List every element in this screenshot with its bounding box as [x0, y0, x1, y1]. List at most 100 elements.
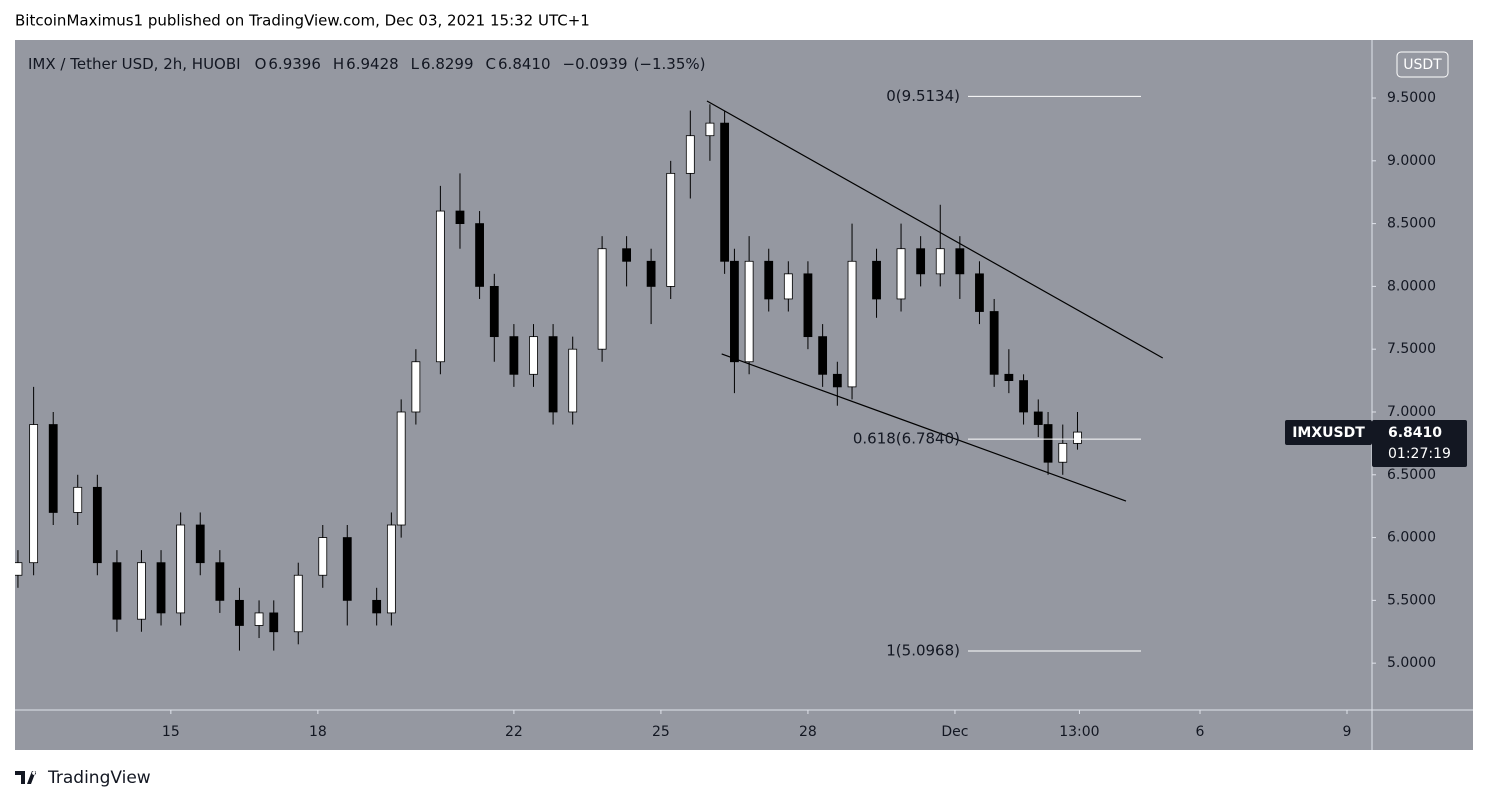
brand-name: TradingView	[47, 768, 151, 788]
legend-change: −0.0939	[563, 55, 628, 73]
fib-label: 0.618(6.7840)	[853, 430, 960, 448]
candle-body	[48, 424, 58, 513]
candle-body	[1043, 424, 1053, 463]
candle-body	[646, 260, 656, 287]
candle-body	[764, 260, 774, 300]
candle-body	[975, 273, 984, 312]
candle-body	[744, 260, 754, 363]
candle-body	[597, 248, 607, 350]
candle-body	[730, 260, 739, 363]
symbol-tag	[1285, 419, 1372, 445]
candle-body	[293, 574, 303, 633]
candle-body	[955, 248, 965, 275]
candle-body	[318, 537, 328, 576]
legend-key: O	[255, 55, 267, 73]
y-tick-label: 6.0000	[1387, 530, 1436, 546]
candle-body	[666, 172, 676, 287]
candle-body	[489, 285, 499, 338]
candle-body	[1033, 411, 1043, 425]
trendline	[721, 353, 1127, 502]
publish-header: BitcoinMaximus1 published on TradingView…	[15, 12, 590, 30]
legend: IMX / Tether USD, 2h, HUOBI O 6.9396 H 6.942…	[28, 55, 706, 73]
y-tick-label: 9.0000	[1387, 153, 1436, 169]
trendline	[706, 100, 1164, 359]
candle-body	[156, 562, 166, 614]
candle-body	[872, 260, 881, 300]
candle-body	[254, 612, 264, 626]
plot	[15, 95, 1164, 652]
chart-background	[15, 40, 1473, 750]
candle-body	[529, 336, 538, 375]
countdown-label: 01:27:19	[1388, 446, 1451, 462]
x-tick-label: 15	[162, 724, 180, 740]
fib-label: 0(9.5134)	[886, 87, 960, 105]
logo-icon	[15, 771, 37, 784]
candle-body	[783, 273, 793, 300]
candle-body	[73, 486, 83, 513]
legend-change-pct: (−1.35%)	[634, 55, 706, 73]
candle-body	[1019, 380, 1028, 413]
legend-value: 6.8299	[421, 55, 474, 73]
x-tick-label: 18	[309, 724, 327, 740]
legend-key: C	[486, 55, 496, 73]
candle-body	[112, 562, 122, 620]
y-tick-label: 8.5000	[1387, 216, 1436, 232]
candle-body	[372, 599, 382, 614]
candle-body	[916, 248, 926, 275]
candle-body	[1058, 442, 1068, 463]
candle-body	[1073, 431, 1082, 444]
candle-body	[396, 411, 406, 526]
candle-body	[455, 210, 465, 225]
candle-body	[269, 612, 279, 633]
x-tick-label: Dec	[941, 724, 968, 740]
candle-body	[685, 135, 695, 174]
candle-body	[720, 122, 730, 262]
symbol-tag-label: IMXUSDT	[1292, 425, 1365, 441]
candle-body	[509, 336, 519, 375]
candle-body	[705, 122, 715, 137]
x-tick-label: 22	[505, 724, 523, 740]
y-tick-label: 5.0000	[1387, 655, 1436, 671]
candle-body	[215, 562, 225, 601]
legend-key: H	[333, 55, 344, 73]
fib-label: 1(5.0968)	[886, 641, 960, 659]
currency-label: USDT	[1403, 57, 1442, 73]
candle-body	[548, 336, 558, 413]
candle-body	[622, 248, 632, 262]
x-tick-label: 25	[652, 724, 670, 740]
candle-body	[195, 524, 205, 564]
legend-key: L	[411, 55, 420, 73]
candle-body	[896, 248, 906, 300]
candle-body	[176, 524, 186, 614]
y-tick-label: 6.5000	[1387, 467, 1436, 483]
candle-body	[847, 260, 857, 388]
price-tag	[1372, 419, 1467, 467]
y-tick-label: 7.5000	[1387, 341, 1436, 357]
brand-logo: TradingView	[15, 768, 151, 788]
candle-body	[475, 223, 484, 287]
candle-body	[989, 311, 999, 375]
y-tick-label: 9.5000	[1387, 90, 1436, 106]
candle-body	[411, 361, 421, 413]
candle-body	[342, 537, 352, 601]
candle-body	[435, 210, 445, 363]
x-tick-label: 9	[1343, 724, 1352, 740]
candle-body	[386, 524, 396, 614]
x-tick-label: 6	[1196, 724, 1205, 740]
x-tick-label: 13:00	[1059, 724, 1099, 740]
candle-body	[235, 599, 244, 626]
candle-body	[92, 486, 102, 564]
price-tag-label: 6.8410	[1388, 425, 1442, 441]
symbol-title: IMX / Tether USD, 2h, HUOBI	[28, 55, 241, 73]
y-tick-label: 8.0000	[1387, 278, 1436, 294]
candle-body	[1004, 373, 1014, 381]
currency-button[interactable]	[1396, 51, 1449, 78]
candle-body	[137, 562, 146, 620]
y-tick-label: 5.5000	[1387, 592, 1436, 608]
y-tick-label: 7.0000	[1387, 404, 1436, 420]
legend-value: 6.9396	[268, 55, 321, 73]
candle-body	[29, 424, 39, 564]
candle-body	[568, 348, 578, 413]
